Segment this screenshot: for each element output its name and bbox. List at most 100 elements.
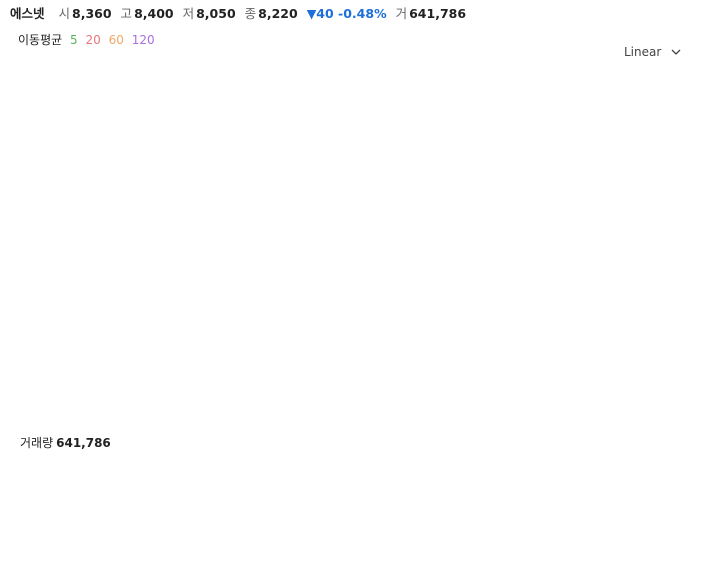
candle-body xyxy=(497,198,501,210)
candle-body xyxy=(136,198,140,216)
candle-body xyxy=(447,215,451,227)
volume-bar xyxy=(476,510,480,517)
volume-bar xyxy=(300,511,304,517)
x-tick-label: 3월 xyxy=(188,522,205,535)
volume-bar xyxy=(497,507,501,517)
volume-bar xyxy=(594,511,598,517)
volume-bar xyxy=(178,511,182,517)
volume-bar xyxy=(321,506,325,517)
candle-body xyxy=(98,209,102,227)
candle-body xyxy=(514,187,518,210)
candle-body xyxy=(224,351,228,369)
y-tick-label: 8,772 xyxy=(613,108,646,122)
scale-toggle[interactable]: Linear xyxy=(624,45,681,59)
candle-body xyxy=(103,226,107,244)
volume-bar xyxy=(10,499,14,517)
volume-bar xyxy=(166,512,170,517)
low-value: 8,050 xyxy=(196,6,236,21)
candle-body xyxy=(296,243,300,273)
volume-bar xyxy=(23,511,27,517)
candle-body xyxy=(325,209,329,233)
candle-body xyxy=(388,192,392,210)
volume-bar xyxy=(329,508,333,517)
candle-body xyxy=(321,187,325,210)
candle-body xyxy=(195,289,199,313)
volume-bar xyxy=(262,498,266,517)
candle-body xyxy=(359,158,363,205)
candle-body xyxy=(392,192,396,199)
candle-body xyxy=(48,147,52,176)
volume-bar xyxy=(65,508,69,517)
candle-body xyxy=(300,249,304,256)
max-price-annotation: ▾ 최고 8,940 (-8.05%) xyxy=(9,90,122,103)
current-price-label: 8,220 xyxy=(613,140,651,154)
volume-bar xyxy=(468,511,472,517)
volume-bar xyxy=(527,505,531,517)
volume-bar xyxy=(552,504,556,517)
volume-bar xyxy=(149,511,153,517)
candle-body xyxy=(338,175,342,199)
candle-body xyxy=(220,368,224,403)
volume-bar xyxy=(61,509,65,517)
volume-panel-label: 거래량 641,786 xyxy=(20,434,111,451)
ma120-legend[interactable]: 120 xyxy=(131,33,155,47)
volume-bar xyxy=(304,511,308,517)
volume-bar xyxy=(174,510,178,517)
volume-bar xyxy=(296,510,300,517)
volume-bar xyxy=(90,511,94,517)
candle-body xyxy=(418,204,422,210)
volume-bar xyxy=(510,511,514,517)
x-tick-label: 2020 xyxy=(124,522,152,535)
candle-body xyxy=(208,368,212,386)
candle-body xyxy=(422,198,426,210)
candle-body xyxy=(19,135,23,153)
volume-bar xyxy=(199,495,203,517)
volume-bar xyxy=(489,511,493,517)
candle-body xyxy=(61,192,65,205)
candle-body xyxy=(569,192,573,205)
volume-bar xyxy=(275,509,279,517)
candle-body xyxy=(233,300,237,341)
volume-tick-label: 2.21m xyxy=(613,491,650,505)
candle-body xyxy=(287,243,291,261)
current-price-badge xyxy=(598,137,684,156)
volume-bar xyxy=(485,511,489,517)
ma60-legend[interactable]: 60 xyxy=(108,33,124,47)
volume-tick-label: 8.86m xyxy=(613,434,650,448)
candle-body xyxy=(107,232,111,244)
volume-bar xyxy=(136,510,140,517)
ma5-line xyxy=(7,155,631,405)
candle-body xyxy=(548,175,552,193)
candle-body xyxy=(308,226,312,250)
volume-bar xyxy=(376,506,380,517)
ma5-legend[interactable]: 5 xyxy=(70,33,78,47)
candle-body xyxy=(78,158,81,188)
volume-bar xyxy=(308,510,312,517)
candle-body xyxy=(36,147,39,176)
volume-bar xyxy=(447,512,451,517)
volume-bar xyxy=(48,504,52,517)
volume-bar xyxy=(36,511,39,517)
chevron-down-icon xyxy=(671,49,681,55)
candle-body xyxy=(455,209,459,222)
volume-value: 641,786 xyxy=(409,6,467,21)
candle-body xyxy=(6,141,10,199)
candle-body xyxy=(191,283,195,295)
volume-bar xyxy=(434,512,438,517)
volume-bar xyxy=(502,499,506,517)
volume-bar xyxy=(363,505,367,517)
candle-body xyxy=(565,198,568,205)
candle-body xyxy=(518,164,522,188)
volume-bar xyxy=(86,512,90,517)
volume-bar xyxy=(82,510,86,517)
volume-bar xyxy=(216,503,220,517)
candle-body xyxy=(371,158,375,193)
candle-body xyxy=(40,181,44,210)
volume-bar xyxy=(237,505,241,517)
volume-bar xyxy=(523,507,526,517)
x-tick-label: 5월 xyxy=(243,522,260,535)
candle-body xyxy=(128,204,132,222)
volume-bar xyxy=(145,511,149,517)
ma20-legend[interactable]: 20 xyxy=(85,33,101,47)
